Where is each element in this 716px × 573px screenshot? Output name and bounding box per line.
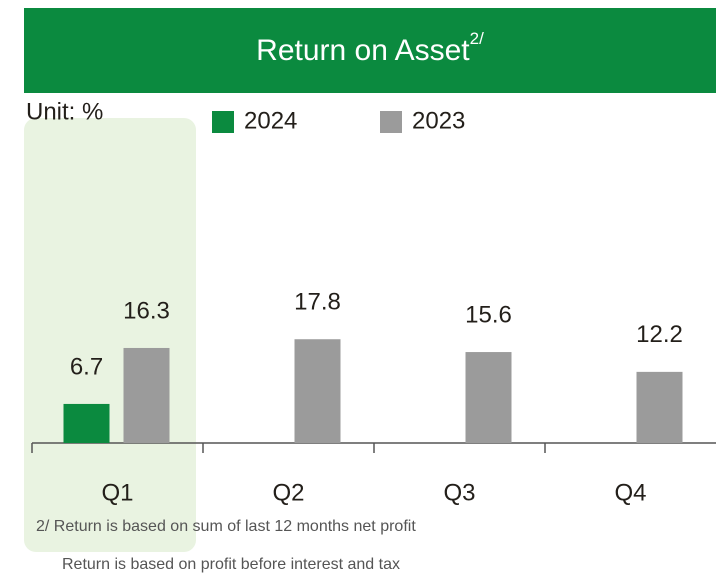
unit-label: Unit: %	[26, 98, 103, 125]
bar	[636, 371, 683, 443]
legend-label: 2023	[412, 107, 465, 134]
legend-swatch	[212, 111, 234, 133]
data-label: 16.3	[123, 297, 170, 324]
bar	[294, 339, 341, 443]
footnote: 2/ Return is based on sum of last 12 mon…	[36, 518, 416, 535]
data-label: 17.8	[294, 289, 341, 316]
footnote: Return is based on profit before interes…	[62, 556, 400, 573]
x-tick-label: Q2	[272, 479, 304, 506]
bar	[465, 352, 512, 443]
bar	[123, 347, 170, 443]
x-tick-label: Q1	[101, 479, 133, 506]
data-label: 15.6	[465, 301, 512, 328]
x-tick-label: Q4	[614, 479, 646, 506]
header-banner	[24, 8, 716, 93]
data-label: 12.2	[636, 321, 683, 348]
title-superscript: 2/	[470, 29, 484, 48]
legend-label: 2024	[244, 107, 297, 134]
bar	[63, 403, 110, 443]
x-tick-label: Q3	[443, 479, 475, 506]
title-text: Return on Asset	[256, 34, 470, 67]
legend-swatch	[380, 111, 402, 133]
data-label: 6.7	[70, 353, 103, 380]
chart-title: Return on Asset2/	[256, 29, 484, 66]
